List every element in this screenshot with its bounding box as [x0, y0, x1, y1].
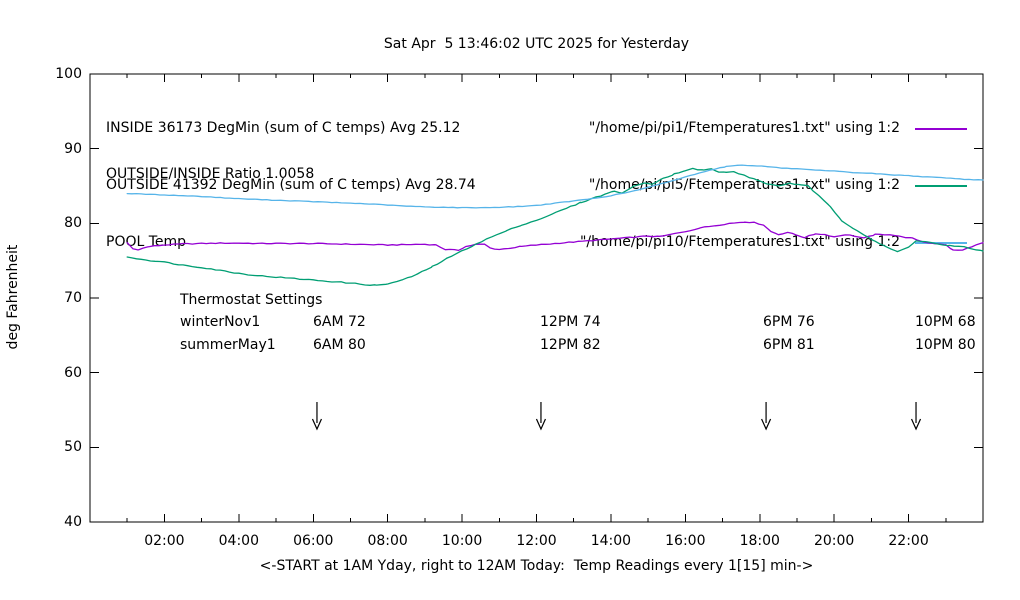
y-tick-label: 60 — [64, 364, 82, 381]
thermostat-summer-12pm: 12PM 82 — [540, 337, 601, 353]
thermostat-winter-10pm: 10PM 68 — [915, 314, 976, 330]
x-tick-label: 20:00 — [813, 533, 855, 549]
thermostat-winter-6am: 6AM 72 — [313, 314, 366, 330]
y-tick-label: 80 — [64, 215, 82, 232]
x-tick-label: 14:00 — [590, 533, 632, 549]
x-tick-label: 08:00 — [367, 533, 408, 549]
axis-ticks — [90, 73, 983, 523]
legend-row-outside: OUTSIDE 41392 DegMin (sum of C temps) Av… — [106, 176, 967, 195]
y-tick-label: 70 — [64, 290, 82, 306]
legend-swatch-outside-line — [915, 184, 967, 187]
plot-border — [89, 73, 984, 523]
legend-label-inside: INSIDE 36173 DegMin (sum of C temps) Avg… — [106, 120, 461, 136]
temperature-lines — [126, 164, 984, 286]
x-tick-label: 12:00 — [516, 533, 557, 549]
legend-swatch-pool-line — [915, 241, 967, 244]
thermostat-winter-12pm: 12PM 74 — [540, 314, 601, 330]
thermostat-summer-6am: 6AM 80 — [313, 337, 366, 353]
x-tick-label: 02:00 — [144, 533, 185, 549]
down-arrow — [311, 402, 323, 431]
series-line-inside — [126, 221, 984, 252]
x-axis-label: <-START at 1AM Yday, right to 12AM Today… — [259, 558, 814, 574]
thermostat-winter-name: winterNov1 — [180, 314, 261, 330]
down-arrow — [910, 402, 922, 431]
thermostat-settings-heading: Thermostat Settings — [180, 292, 323, 308]
series-line-pool — [126, 164, 984, 209]
down-arrow — [535, 402, 547, 431]
thermostat-summer-name: summerMay1 — [180, 337, 276, 353]
x-tick-label: 18:00 — [739, 533, 780, 549]
y-tick-label: 90 — [64, 140, 82, 157]
thermostat-winter-6pm: 6PM 76 — [763, 314, 815, 330]
x-tick-label: 10:00 — [441, 533, 483, 549]
legend-file-inside: "/home/pi/pi1/Ftemperatures1.txt" using … — [588, 120, 900, 136]
x-tick-label: 22:00 — [888, 533, 929, 549]
y-tick-label: 50 — [64, 439, 82, 456]
outside-inside-ratio-text: OUTSIDE/INSIDE Ratio 1.0058 — [106, 166, 315, 182]
thermostat-summer-6pm: 6PM 81 — [763, 337, 815, 353]
y-tick-label: 40 — [64, 514, 82, 530]
series-line-outside — [126, 167, 984, 286]
thermostat-summer-10pm: 10PM 80 — [915, 337, 976, 353]
legend-row-inside: INSIDE 36173 DegMin (sum of C temps) Avg… — [106, 119, 967, 138]
x-tick-label: 04:00 — [218, 533, 259, 549]
chart-title: Sat Apr 5 13:46:02 UTC 2025 for Yesterda… — [383, 36, 690, 52]
legend-swatch-inside-line — [915, 127, 967, 130]
legend-label-outside: OUTSIDE 41392 DegMin (sum of C temps) Av… — [106, 177, 476, 193]
y-tick-label: 100 — [55, 66, 82, 82]
legend-file-pool: "/home/pi/pi10/Ftemperatures1.txt" using… — [579, 234, 900, 250]
x-tick-label: 06:00 — [293, 533, 334, 549]
down-arrow — [761, 402, 772, 431]
legend-file-outside: "/home/pi/pi5/Ftemperatures1.txt" using … — [588, 177, 900, 193]
thermostat-time-arrows — [311, 402, 922, 431]
x-tick-label: 16:00 — [665, 533, 706, 549]
